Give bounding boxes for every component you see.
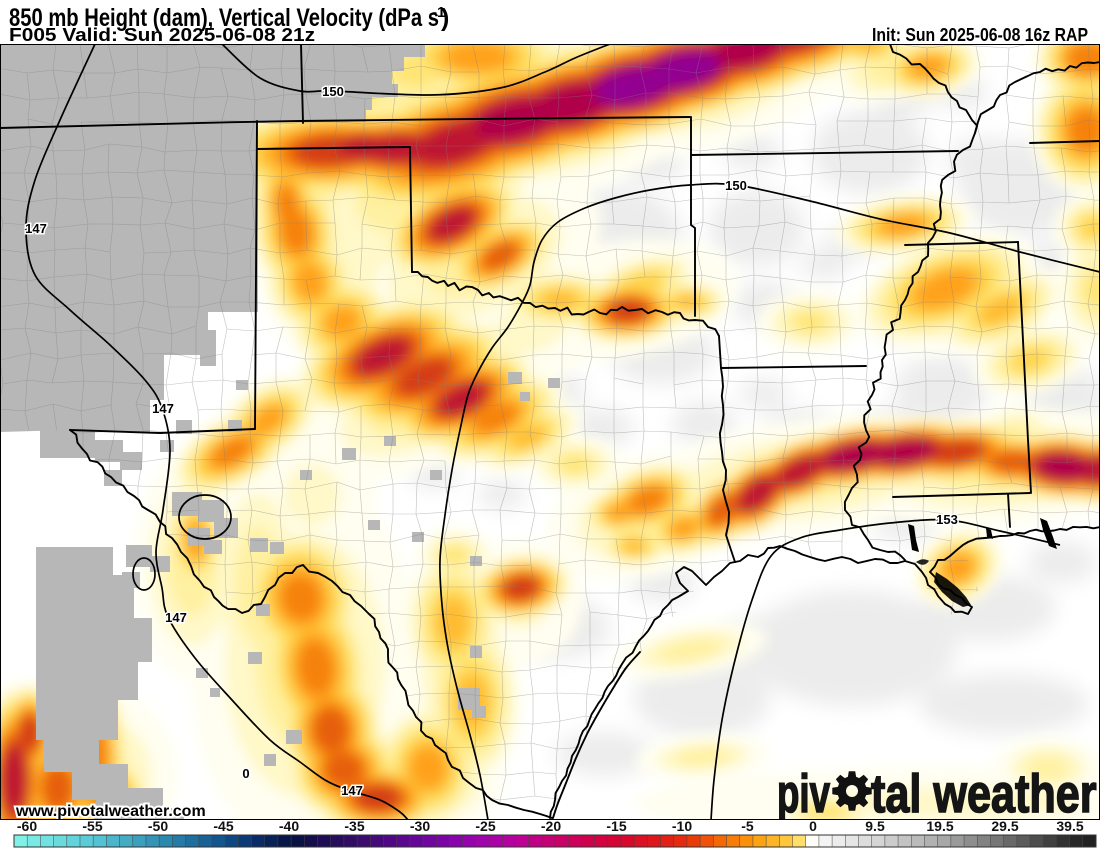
svg-text:-30: -30: [410, 818, 430, 834]
svg-text:): ): [441, 4, 449, 32]
svg-text:piv: piv: [777, 763, 830, 824]
svg-text:-40: -40: [279, 818, 299, 834]
svg-text:29.5: 29.5: [991, 818, 1018, 834]
svg-text:-25: -25: [475, 818, 495, 834]
svg-text:-60: -60: [17, 818, 37, 834]
svg-text:147: 147: [25, 221, 47, 236]
svg-text:147: 147: [152, 401, 174, 416]
svg-text:150: 150: [725, 178, 747, 193]
svg-text:-55: -55: [82, 818, 102, 834]
svg-text:-15: -15: [606, 818, 626, 834]
svg-text:19.5: 19.5: [926, 818, 953, 834]
svg-text:9.5: 9.5: [865, 818, 885, 834]
svg-text:F005 Valid: Sun 2025-06-08 21z: F005 Valid: Sun 2025-06-08 21z: [9, 25, 315, 45]
svg-text:-45: -45: [213, 818, 233, 834]
svg-text:-20: -20: [541, 818, 561, 834]
svg-text:www.pivotalweather.com: www.pivotalweather.com: [15, 803, 206, 820]
svg-text:39.5: 39.5: [1056, 818, 1083, 834]
svg-text:-10: -10: [672, 818, 692, 834]
svg-text:147: 147: [341, 783, 363, 798]
svg-text:153: 153: [936, 512, 958, 527]
svg-text:-35: -35: [344, 818, 364, 834]
svg-text:-50: -50: [148, 818, 168, 834]
svg-text:Init: Sun 2025-06-08 16z RAP: Init: Sun 2025-06-08 16z RAP: [872, 25, 1088, 45]
svg-text:0: 0: [242, 766, 249, 781]
svg-text:-5: -5: [741, 818, 754, 834]
svg-text:147: 147: [165, 610, 187, 625]
svg-text:0: 0: [809, 818, 817, 834]
svg-text:150: 150: [322, 84, 344, 99]
svg-text:tal weather: tal weather: [871, 765, 1097, 825]
